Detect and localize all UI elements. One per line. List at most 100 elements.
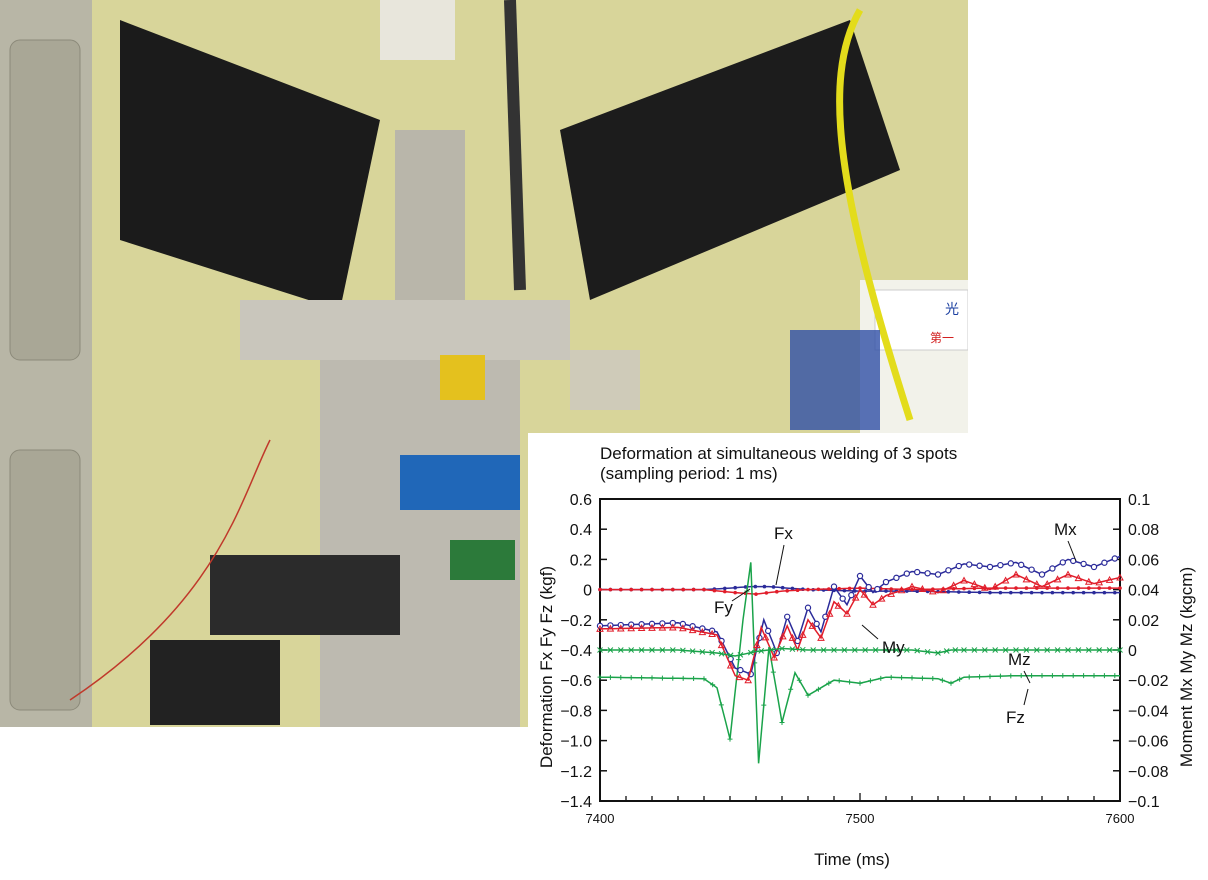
y-tick-label: 0.6 xyxy=(570,492,592,509)
point-mz xyxy=(1044,647,1051,653)
point-fx xyxy=(946,590,951,594)
point-fy xyxy=(858,586,862,590)
point-mx xyxy=(839,595,846,602)
point-fx xyxy=(915,589,919,594)
point-mz xyxy=(851,647,858,653)
point-my xyxy=(918,584,927,592)
point-fx xyxy=(842,588,847,593)
point-fy xyxy=(795,588,800,593)
point-fz xyxy=(727,736,733,742)
annotation-layer: Fx Fy Fz Mx My Mz xyxy=(714,520,1077,727)
point-mz xyxy=(1117,647,1123,653)
point-fz xyxy=(899,675,905,681)
y-tick-label: 0.2 xyxy=(570,552,592,569)
point-fx xyxy=(1050,590,1055,595)
point-fz xyxy=(701,676,707,682)
point-my xyxy=(928,587,937,595)
point-fy xyxy=(629,587,633,592)
point-my xyxy=(668,623,677,631)
point-fz xyxy=(836,678,842,684)
point-my xyxy=(798,630,807,638)
point-fy xyxy=(619,587,623,592)
point-fx xyxy=(1071,590,1075,595)
point-mz xyxy=(872,647,879,653)
annotation-label-fz: Fz xyxy=(1006,708,1025,727)
point-fy xyxy=(650,587,654,592)
y2-tick-label: −0.06 xyxy=(1128,734,1169,751)
point-mz xyxy=(628,647,635,653)
point-fy xyxy=(598,587,602,592)
point-my xyxy=(717,641,726,649)
x-axis-label: Time (ms) xyxy=(814,850,890,869)
point-mz xyxy=(992,647,999,653)
chart-panel: Deformation at simultaneous welding of 3… xyxy=(528,433,1208,875)
y2-tick-label: 0.08 xyxy=(1128,522,1159,539)
point-fz xyxy=(718,702,724,708)
point-mx xyxy=(659,620,666,627)
point-mx xyxy=(1101,559,1108,566)
point-mx xyxy=(955,562,962,570)
point-mx xyxy=(856,572,864,580)
y-tick-label: −0.6 xyxy=(560,673,592,690)
point-mz xyxy=(737,652,744,658)
point-fz xyxy=(1008,673,1014,679)
point-fx xyxy=(967,590,971,595)
annotation-label-mz: Mz xyxy=(1008,650,1031,669)
point-fz xyxy=(867,678,873,684)
point-my xyxy=(637,624,646,632)
point-my xyxy=(817,633,825,641)
annotation-label-mx: Mx xyxy=(1054,520,1077,539)
point-mz xyxy=(699,649,706,655)
point-my xyxy=(761,633,770,641)
y-axis-label: Deformation Fx Fy Fz (kgf) xyxy=(537,566,556,768)
point-fy xyxy=(1035,586,1039,590)
apparatus-photo: 光 第一 xyxy=(0,0,968,727)
point-mz xyxy=(1075,647,1082,653)
point-fx xyxy=(790,586,795,591)
point-my xyxy=(825,609,834,617)
point-my xyxy=(1105,575,1114,583)
point-mx xyxy=(813,620,820,628)
point-fz xyxy=(670,675,676,681)
point-mz xyxy=(862,647,869,653)
point-my xyxy=(991,582,1000,590)
annotation-leader-fz xyxy=(1023,688,1029,706)
point-fy xyxy=(910,587,914,592)
sign-text-2: 第一 xyxy=(930,331,954,345)
point-fy xyxy=(806,587,810,592)
point-fz xyxy=(1070,673,1076,679)
point-my xyxy=(788,633,797,641)
point-my xyxy=(779,632,787,640)
point-fz xyxy=(618,674,624,680)
point-mz xyxy=(718,650,725,657)
point-mz xyxy=(638,647,645,653)
point-mz xyxy=(935,650,941,656)
point-fz xyxy=(736,657,742,663)
point-my xyxy=(851,593,860,601)
point-fy xyxy=(1066,586,1070,590)
x-tick-label: 7600 xyxy=(1106,811,1135,826)
point-fz xyxy=(1060,673,1066,679)
point-mz xyxy=(943,648,950,654)
y2-tick-label: −0.04 xyxy=(1128,703,1169,720)
point-mz xyxy=(914,647,921,654)
point-fz xyxy=(847,679,853,685)
annotation-label-fx: Fx xyxy=(774,524,793,543)
point-fx xyxy=(762,584,767,589)
point-fy xyxy=(827,587,831,591)
point-mx xyxy=(737,666,744,674)
point-fy xyxy=(764,591,769,595)
point-my xyxy=(753,640,761,648)
point-my xyxy=(877,594,886,602)
point-fx xyxy=(998,590,1003,595)
point-fx xyxy=(1081,590,1086,595)
chart-title: Deformation at simultaneous welding of 3… xyxy=(600,444,957,463)
point-fz xyxy=(659,675,665,681)
point-fy xyxy=(691,587,696,592)
point-my xyxy=(735,673,744,681)
point-mx xyxy=(804,604,812,611)
point-mx xyxy=(934,571,942,578)
point-fy xyxy=(754,592,758,596)
point-fy xyxy=(1014,586,1018,590)
point-mz xyxy=(971,647,978,653)
